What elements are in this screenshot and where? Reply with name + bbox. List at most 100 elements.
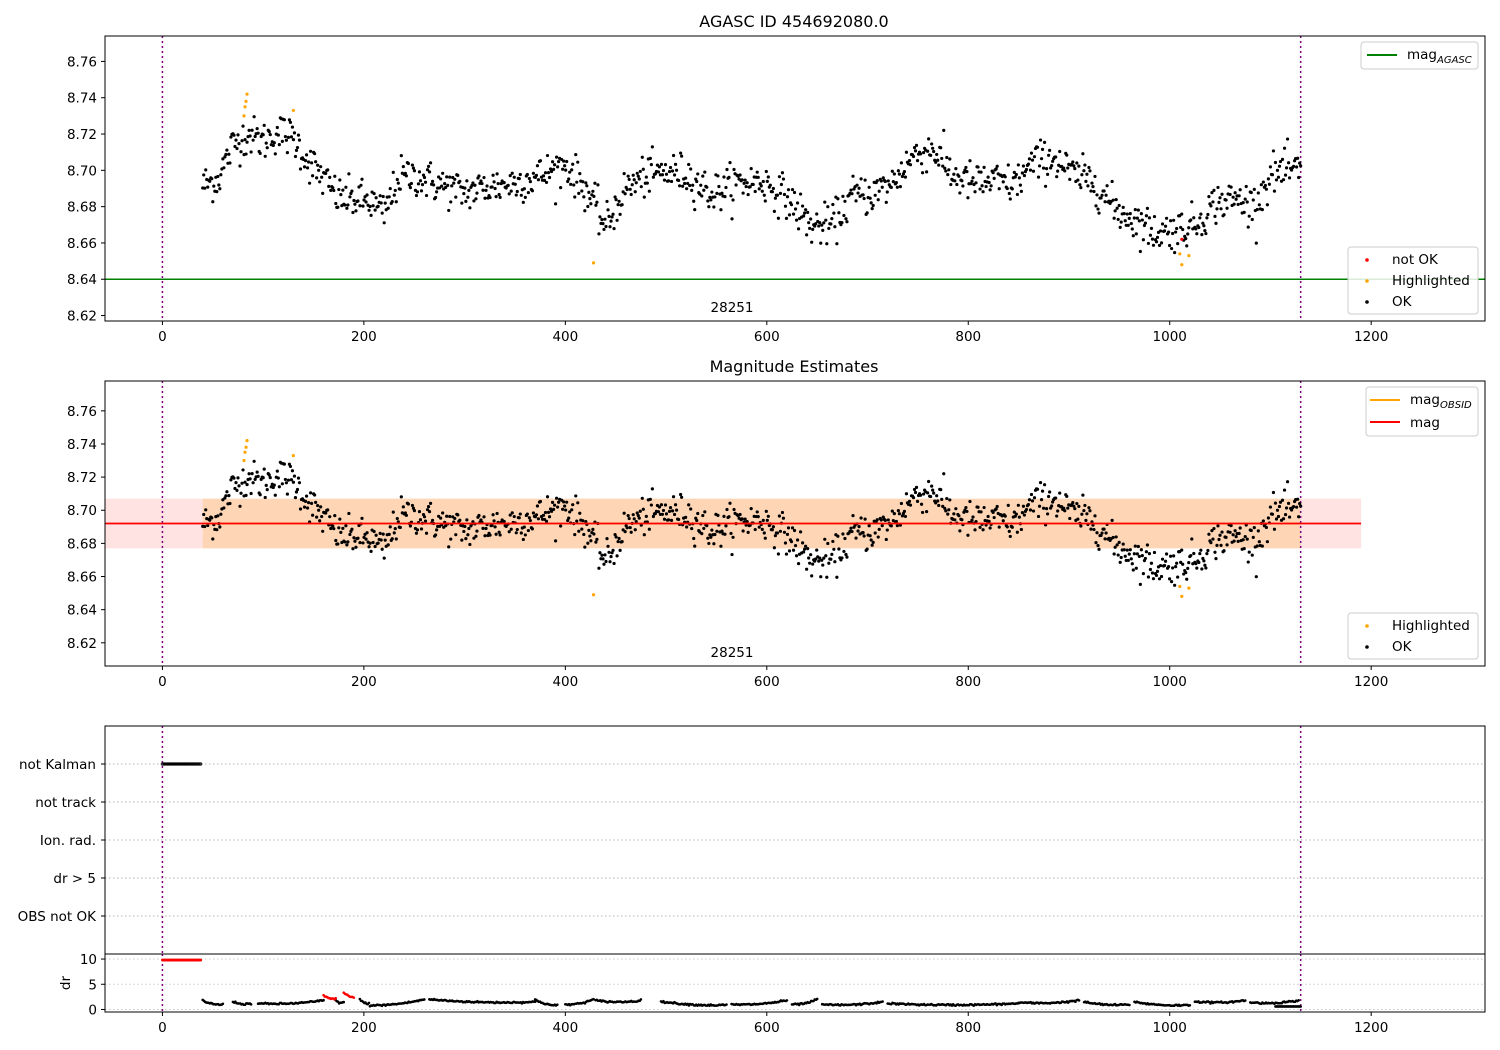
- ok-point: [1119, 555, 1123, 560]
- ok-point: [859, 516, 863, 520]
- ok-point: [239, 150, 243, 154]
- ok-point: [664, 172, 669, 176]
- ok-point: [551, 507, 556, 511]
- ok-point: [556, 505, 560, 509]
- dr-point: [1128, 1003, 1131, 1007]
- ok-point: [814, 222, 818, 226]
- ok-point: [398, 187, 402, 191]
- ok-point: [907, 499, 912, 503]
- ok-point: [934, 501, 938, 505]
- ok-point: [233, 144, 237, 149]
- ok-point: [228, 501, 232, 506]
- ok-point: [582, 195, 586, 199]
- ok-point: [1244, 184, 1248, 189]
- x-tick-label: 600: [754, 1020, 780, 1036]
- ok-point: [729, 194, 733, 198]
- ok-point: [667, 169, 672, 174]
- ok-point: [798, 530, 803, 534]
- ok-point: [1054, 496, 1058, 500]
- ok-point: [971, 176, 975, 180]
- ok-point: [824, 554, 828, 558]
- ok-point: [723, 195, 727, 199]
- x-tick-label: 400: [552, 329, 578, 345]
- ok-point: [227, 152, 231, 156]
- ok-point: [1284, 506, 1289, 510]
- ok-point: [341, 188, 345, 192]
- ok-point: [240, 139, 244, 143]
- ok-point: [525, 172, 529, 177]
- ok-point: [571, 162, 575, 166]
- ok-point: [618, 212, 622, 216]
- ok-point: [1096, 543, 1100, 548]
- ok-point: [1201, 221, 1205, 225]
- ok-point: [707, 205, 711, 209]
- ok-point: [912, 487, 917, 492]
- ok-point: [587, 190, 591, 194]
- ok-point: [1030, 158, 1035, 162]
- ok-point: [1138, 249, 1142, 254]
- ok-point: [523, 195, 527, 199]
- ok-point: [378, 531, 382, 535]
- ok-point: [561, 507, 565, 511]
- ok-point: [453, 516, 457, 521]
- ok-point: [1012, 510, 1016, 514]
- ok-point: [1079, 524, 1083, 528]
- ok-point: [620, 203, 624, 207]
- ok-point: [249, 150, 253, 154]
- ok-point: [1104, 531, 1108, 535]
- ok-point: [361, 204, 365, 208]
- ok-point: [876, 198, 880, 202]
- dr-point: [322, 998, 325, 1002]
- ok-point: [481, 188, 485, 192]
- ok-point: [296, 133, 301, 137]
- ok-point: [685, 525, 689, 529]
- ok-point: [319, 165, 323, 169]
- ok-point: [530, 527, 534, 531]
- ok-point: [1204, 566, 1208, 570]
- ok-point: [1128, 548, 1132, 552]
- ok-point: [662, 517, 667, 521]
- ok-point: [315, 515, 319, 519]
- ok-point: [265, 487, 269, 492]
- ok-point: [1073, 167, 1077, 171]
- ok-point: [1215, 207, 1219, 211]
- ok-point: [709, 198, 713, 202]
- ok-point: [417, 510, 422, 514]
- ok-point: [298, 167, 303, 171]
- ok-point: [208, 179, 212, 183]
- ok-point: [920, 510, 925, 515]
- ok-point: [217, 183, 221, 187]
- ok-point: [946, 172, 950, 177]
- ok-point: [472, 199, 476, 203]
- ok-point: [661, 168, 666, 173]
- ok-point: [836, 534, 840, 538]
- ok-point: [497, 530, 501, 534]
- ok-point: [670, 509, 675, 513]
- ok-point: [334, 538, 338, 543]
- ok-point: [869, 538, 873, 542]
- ok-point: [945, 496, 949, 501]
- ok-point: [1058, 491, 1062, 495]
- ok-point: [795, 538, 800, 542]
- ok-point: [262, 467, 266, 471]
- ok-point: [1271, 149, 1276, 153]
- ok-point: [360, 177, 364, 181]
- y-tick-label: 8.72: [67, 127, 97, 143]
- ok-point: [463, 524, 467, 529]
- ok-point: [395, 516, 399, 521]
- ok-point: [589, 539, 593, 543]
- ok-point: [382, 556, 386, 560]
- ok-point: [1145, 543, 1150, 547]
- ok-point: [1220, 530, 1224, 534]
- ok-point: [868, 196, 872, 200]
- ok-point: [1102, 189, 1106, 193]
- ok-point: [454, 195, 458, 199]
- ok-point: [307, 181, 312, 185]
- ok-point: [648, 156, 652, 160]
- ok-point: [232, 133, 236, 137]
- ok-point: [932, 149, 936, 154]
- ok-point: [481, 526, 485, 530]
- ok-point: [408, 186, 413, 190]
- ok-point: [927, 137, 931, 141]
